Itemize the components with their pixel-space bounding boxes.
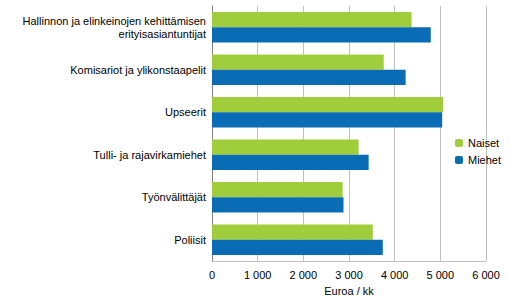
svg-text:Upseerit: Upseerit [165, 106, 206, 118]
svg-text:5 000: 5 000 [427, 269, 455, 281]
svg-text:Miehet: Miehet [468, 154, 501, 166]
svg-text:1 000: 1 000 [244, 269, 272, 281]
svg-text:erityisasiantuntijat: erityisasiantuntijat [119, 28, 206, 40]
svg-text:0: 0 [209, 269, 215, 281]
svg-text:Työnvälittäjät: Työnvälittäjät [142, 191, 206, 203]
svg-text:Poliisit: Poliisit [174, 234, 206, 246]
svg-text:4 000: 4 000 [381, 269, 409, 281]
svg-text:Tulli- ja rajavirkamiehet: Tulli- ja rajavirkamiehet [93, 149, 206, 161]
svg-text:6 000: 6 000 [472, 269, 500, 281]
svg-text:2 000: 2 000 [290, 269, 318, 281]
svg-text:Komisariot ja ylikonstaapelit: Komisariot ja ylikonstaapelit [70, 64, 206, 76]
svg-text:Hallinnon ja elinkeinojen kehi: Hallinnon ja elinkeinojen kehittämisen [23, 15, 206, 27]
svg-text:Euroa / kk: Euroa / kk [324, 285, 374, 297]
svg-text:3 000: 3 000 [335, 269, 363, 281]
svg-text:Naiset: Naiset [468, 137, 499, 149]
